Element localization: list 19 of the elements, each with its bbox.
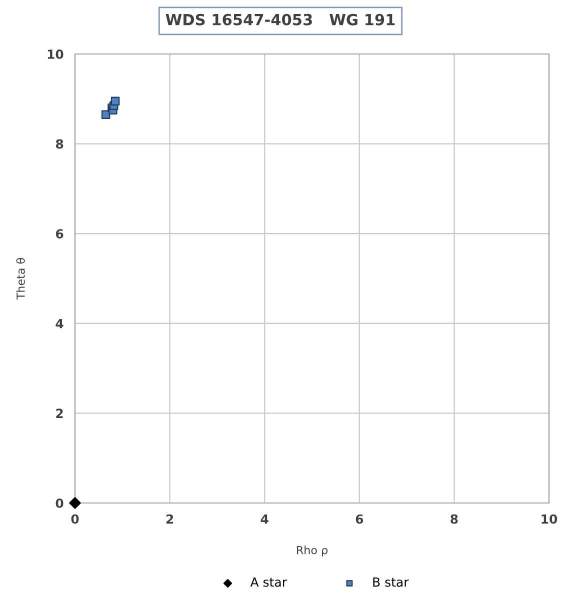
y-tick-label: 8 [56,139,64,149]
x-tick-label: 2 [166,514,174,524]
x-axis-title: Rho ρ [297,546,328,556]
y-tick-label: 4 [56,319,64,328]
y-axis-title: Theta θ [16,258,25,300]
y-tick-label: 6 [56,229,64,239]
y-tick-label: 10 [48,49,64,59]
chart-title: WDS 16547-4053 WG 191 [166,14,395,26]
x-tick-label: 6 [356,514,364,524]
x-tick-label: 4 [260,514,268,524]
x-tick-label: 10 [542,514,558,524]
point [110,96,120,106]
y-tick-label: 2 [56,408,63,418]
y-tick-label: 0 [56,498,64,508]
x-tick-label: 0 [71,514,79,524]
x-tick-label: 8 [450,514,458,524]
legend-label: B star [373,577,409,587]
point [69,497,81,509]
legend-label: A star [250,577,287,587]
